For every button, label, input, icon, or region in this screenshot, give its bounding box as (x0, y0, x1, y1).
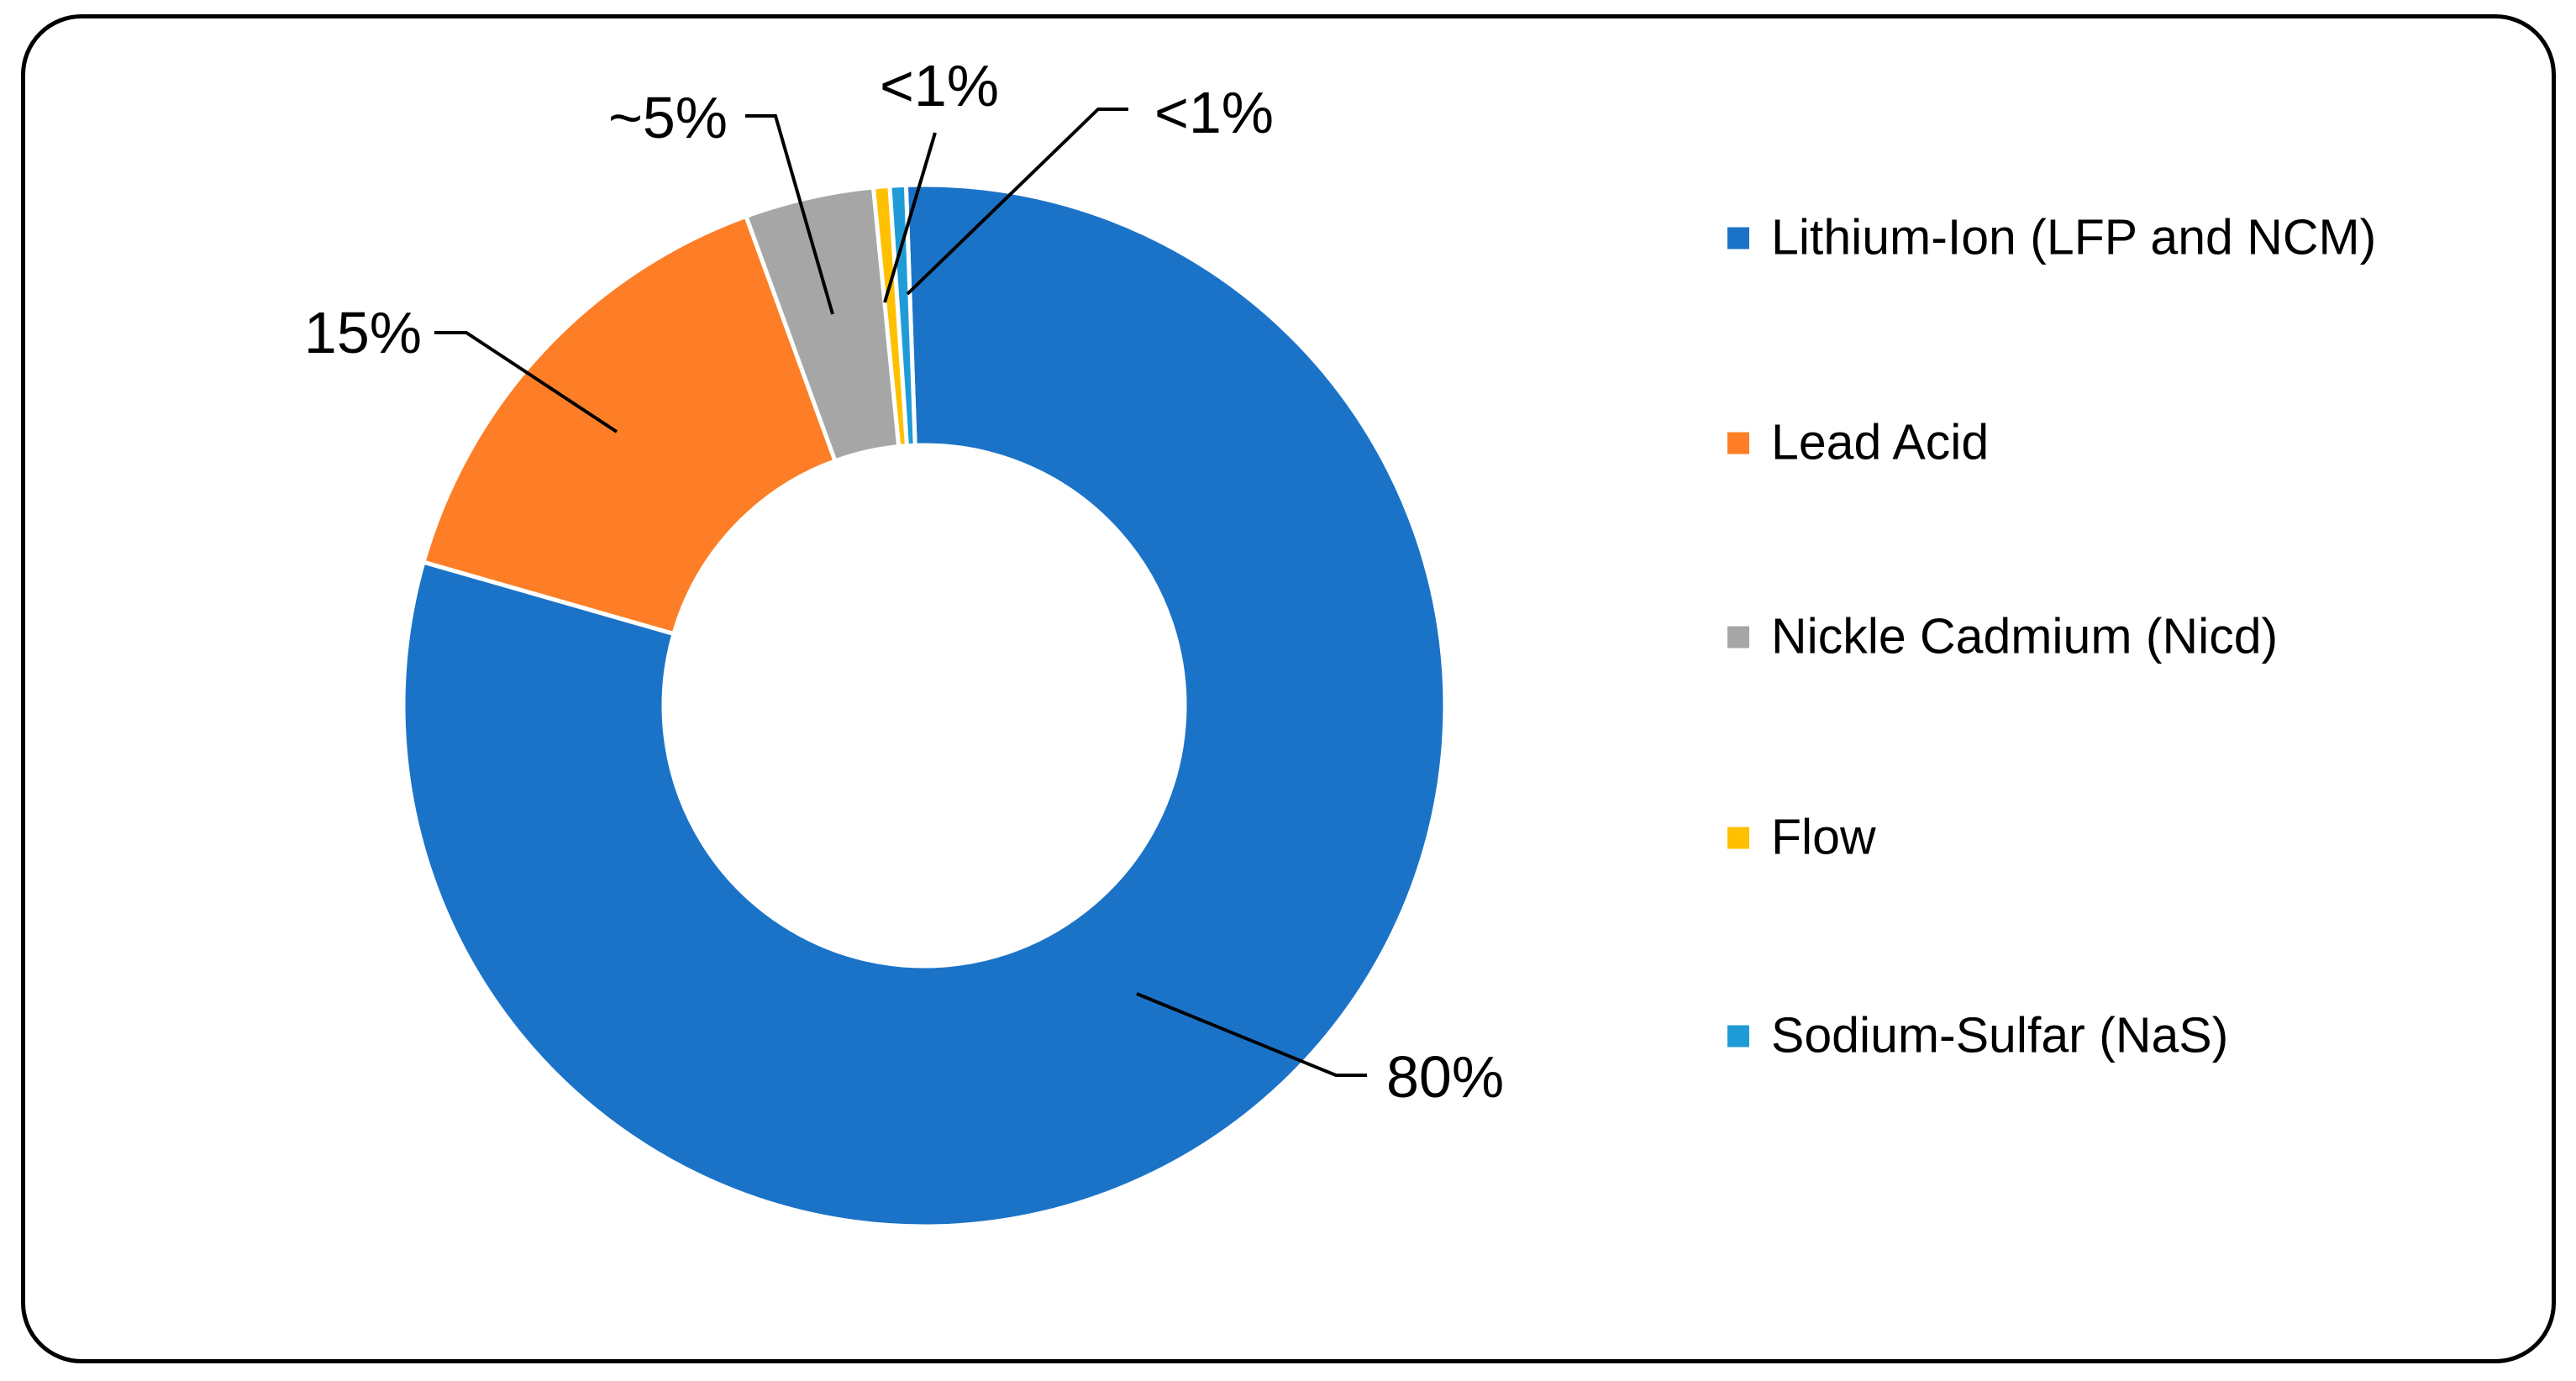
legend-swatch-nickle-cadmium (1727, 626, 1749, 648)
chart-border-frame (21, 14, 2556, 1363)
data-label-flow: <1% (880, 53, 1000, 118)
legend-item-lead-acid: Lead Acid (1727, 414, 1990, 470)
legend-item-flow: Flow (1727, 809, 1876, 865)
legend-swatch-flow (1727, 827, 1749, 848)
legend-item-nickle-cadmium: Nickle Cadmium (Nicd) (1727, 612, 2278, 662)
leader-line-flow (883, 132, 937, 303)
leader-line-lithium-ion (1136, 992, 1367, 1077)
legend-label-lithium-ion: Lithium-Ion (LFP and NCM) (1771, 209, 2377, 265)
leader-line-lead-acid (434, 331, 618, 433)
legend-label-sodium-sulfar: Sodium-Sulfar (NaS) (1771, 1007, 2229, 1063)
leader-line-nickle-cadmium (745, 114, 834, 315)
legend-item-lithium-ion: Lithium-Ion (LFP and NCM) (1727, 213, 2376, 263)
leader-line-sodium-sulfar (906, 108, 1128, 296)
pie-slice-lithium-ion (401, 182, 1448, 1229)
legend-label-nickle-cadmium: Nickle Cadmium (Nicd) (1771, 608, 2279, 664)
pie-slice-lead-acid (420, 213, 839, 637)
legend-label-lead-acid: Lead Acid (1771, 414, 1990, 470)
data-label-sodium-sulfar: <1% (1154, 80, 1275, 145)
legend-item-sodium-sulfar: Sodium-Sulfar (NaS) (1727, 1011, 2228, 1061)
legend-swatch-lithium-ion (1727, 227, 1749, 249)
data-label-lithium-ion: 80% (1386, 1044, 1505, 1110)
legend-swatch-sodium-sulfar (1727, 1025, 1749, 1047)
legend-swatch-lead-acid (1727, 432, 1749, 454)
data-label-nickle-cadmium: ~5% (607, 85, 728, 150)
data-label-lead-acid: 15% (303, 300, 422, 365)
legend-label-flow: Flow (1771, 809, 1876, 865)
pie-slice-sodium-sulfar (887, 182, 917, 449)
